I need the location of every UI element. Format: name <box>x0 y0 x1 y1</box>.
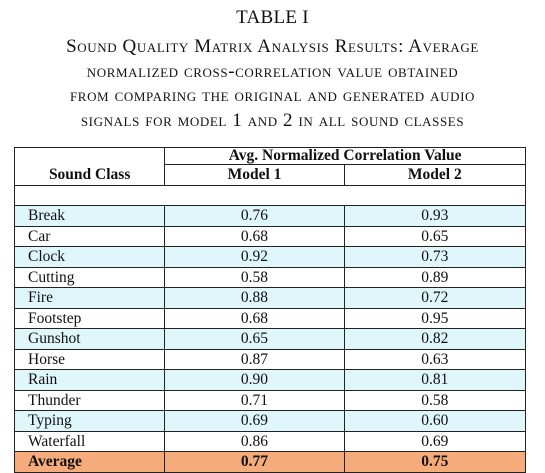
table-row: Typing 0.69 0.60 <box>14 410 526 431</box>
model2-value-cell: 0.60 <box>344 410 526 431</box>
model2-value-cell: 0.58 <box>344 389 526 411</box>
table-row: Waterfall 0.86 0.69 <box>14 430 526 452</box>
sound-class-header: Sound Class <box>14 147 166 185</box>
model1-value-cell: 0.69 <box>164 410 345 431</box>
results-table: Sound Class Avg. Normalized Correlation … <box>14 147 526 473</box>
average-label-cell: Average <box>14 451 166 472</box>
model2-value-cell: 0.82 <box>344 328 526 349</box>
model2-value-cell: 0.69 <box>344 430 526 452</box>
sound-class-cell: Thunder <box>14 389 166 411</box>
table-row: Car 0.68 0.65 <box>14 225 526 247</box>
model1-value-cell: 0.65 <box>164 328 345 349</box>
model2-value-cell: 0.89 <box>344 266 526 288</box>
sound-class-cell: Footstep <box>14 307 166 329</box>
sound-class-cell: Gunshot <box>14 328 166 349</box>
sound-class-cell: Rain <box>14 369 166 390</box>
table-body: Break 0.76 0.93 Car 0.68 0.65 Clock 0.92 0.73 Cut… <box>14 184 526 472</box>
average-model1-cell: 0.77 <box>164 451 345 472</box>
model1-value-cell: 0.58 <box>164 266 345 288</box>
sound-class-cell: Cutting <box>14 266 166 288</box>
model1-value-cell: 0.76 <box>164 205 345 226</box>
header-row: Sound Class Avg. Normalized Correlation … <box>14 147 526 185</box>
table-row: Gunshot 0.65 0.82 <box>14 328 526 349</box>
table-row: Rain 0.90 0.81 <box>14 369 526 390</box>
model1-value-cell: 0.68 <box>164 307 345 329</box>
model1-value-cell: 0.71 <box>164 389 345 411</box>
caption-line: Sound Quality Matrix Analysis Results: A… <box>66 36 479 57</box>
caption-line: normalized cross-correlation value obtai… <box>86 60 459 82</box>
table-row: Fire 0.88 0.72 <box>14 287 526 308</box>
model1-value-cell: 0.86 <box>164 430 345 452</box>
average-model2-cell: 0.75 <box>344 451 526 472</box>
caption-line: from comparing the original and generate… <box>69 85 476 106</box>
table-row: Thunder 0.71 0.58 <box>14 389 526 411</box>
model2-value-cell: 0.72 <box>344 287 526 308</box>
model2-value-cell: 0.93 <box>344 205 526 226</box>
model2-value-cell: 0.73 <box>344 246 526 267</box>
model1-header: Model 1 <box>164 164 345 185</box>
sound-class-cell: Waterfall <box>14 430 166 452</box>
table-row: Break 0.76 0.93 <box>14 205 526 226</box>
model2-value-cell: 0.81 <box>344 369 526 390</box>
caption-line: signals for model 1 and 2 in all sound c… <box>80 109 465 131</box>
group-header: Avg. Normalized Correlation Value <box>164 147 526 165</box>
sound-class-cell: Clock <box>14 246 166 267</box>
table-number: TABLE I <box>236 7 309 28</box>
sound-class-cell: Typing <box>14 410 166 431</box>
sound-class-cell: Break <box>14 205 166 226</box>
model2-value-cell: 0.95 <box>344 307 526 329</box>
model2-value-cell: 0.65 <box>344 225 526 247</box>
sound-class-cell: Fire <box>14 287 166 308</box>
table-row: Clock 0.92 0.73 <box>14 246 526 267</box>
table-caption: Sound Quality Matrix Analysis Results: A… <box>0 35 545 133</box>
model2-value-cell: 0.63 <box>344 348 526 370</box>
average-row: Average 0.77 0.75 <box>14 451 526 472</box>
subheader-row: Model 1 Model 2 <box>15 164 526 185</box>
model1-value-cell: 0.87 <box>164 348 345 370</box>
table-row: Cutting 0.58 0.89 <box>14 266 526 288</box>
model2-header: Model 2 <box>407 166 462 184</box>
header-spacer <box>14 184 526 206</box>
model1-value-cell: 0.68 <box>164 225 345 247</box>
table-row: Footstep 0.68 0.95 <box>14 307 526 329</box>
model1-value-cell: 0.88 <box>164 287 345 308</box>
model1-value-cell: 0.92 <box>164 246 345 267</box>
sound-class-cell: Car <box>14 225 166 247</box>
table-row: Horse 0.87 0.63 <box>14 348 526 370</box>
model1-value-cell: 0.90 <box>164 369 345 390</box>
sound-class-cell: Horse <box>14 348 166 370</box>
